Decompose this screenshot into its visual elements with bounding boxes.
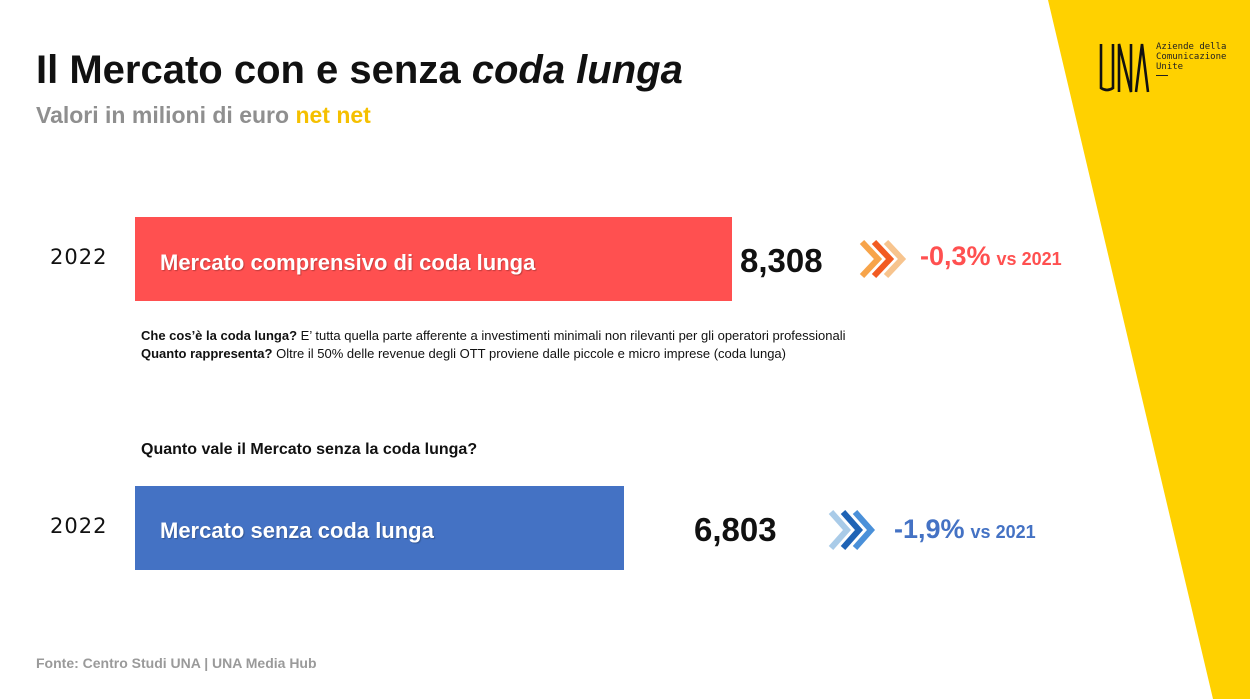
note-how-much: Quanto rappresenta? Oltre il 50% delle r… — [141, 346, 786, 361]
bar-label-without-long-tail: Mercato senza coda lunga — [160, 518, 434, 543]
una-logo: Aziende della Comunicazione Unite — [1099, 40, 1239, 100]
chevron-double-right-icon — [828, 510, 876, 550]
page-title-emphasis: coda lunga — [471, 48, 683, 92]
page-subtitle: Valori in milioni di euro net net — [36, 102, 371, 128]
chevron-double-right-icon — [859, 239, 907, 279]
note-what-is-long-tail: Che cos’è la coda lunga? E’ tutta quella… — [141, 328, 846, 343]
subtitle-highlight: net net — [295, 102, 371, 128]
value-with-long-tail: 8,308 — [740, 242, 823, 279]
question-text: Quanto vale il Mercato senza la coda lun… — [141, 441, 478, 458]
page-title: Il Mercato con e senza coda lunga — [36, 48, 683, 92]
una-logo-mark — [1099, 43, 1150, 93]
bar-without-long-tail — [135, 486, 624, 570]
bar-label-with-long-tail: Mercato comprensivo di coda lunga — [160, 250, 536, 275]
year-label-2: 2022 — [50, 514, 108, 538]
una-logo-text: Aziende della Comunicazione Unite — [1156, 42, 1226, 76]
value-without-long-tail: 6,803 — [694, 511, 777, 548]
year-label-1: 2022 — [50, 245, 108, 269]
source-note: Fonte: Centro Studi UNA | UNA Media Hub — [36, 655, 317, 671]
change-with-long-tail: -0,3% vs 2021 — [920, 241, 1062, 271]
change-without-long-tail: -1,9% vs 2021 — [894, 514, 1036, 544]
bar-with-long-tail — [135, 217, 732, 301]
